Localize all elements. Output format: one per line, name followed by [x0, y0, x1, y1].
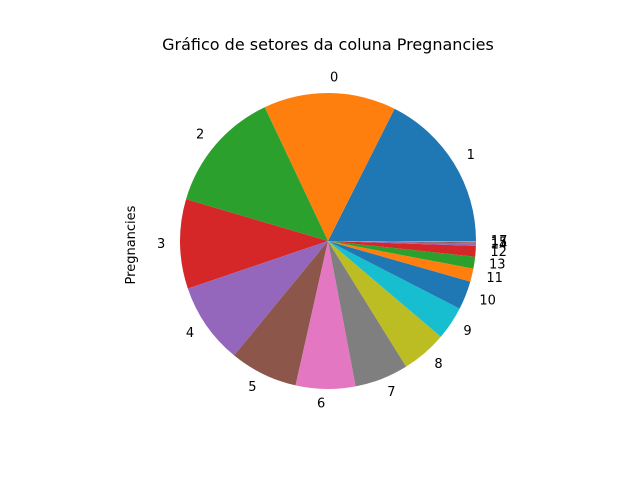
chart-title: Gráfico de setores da coluna Pregnancies	[162, 35, 494, 54]
pie-slice-13	[328, 241, 476, 269]
pie-slice-8	[328, 241, 441, 367]
pie-slice-12	[328, 241, 476, 257]
pie-slice-5	[234, 241, 328, 386]
pie-label-1: 1	[467, 148, 475, 163]
pie-label-5: 5	[248, 380, 256, 395]
pie-label-13: 13	[489, 257, 506, 272]
y-axis-label: Pregnancies	[124, 205, 139, 284]
pie-label-4: 4	[186, 326, 194, 341]
pie-label-15: 15	[491, 236, 508, 251]
pie-slice-15	[328, 241, 476, 244]
pie-label-10: 10	[479, 293, 496, 308]
pie-slice-11	[328, 241, 474, 282]
pie-label-12: 12	[490, 245, 507, 260]
pie-label-0: 0	[330, 71, 338, 86]
pie-label-3: 3	[157, 237, 165, 252]
pie-label-7: 7	[387, 385, 395, 400]
pie-label-14: 14	[491, 238, 508, 253]
pie-slice-3	[180, 199, 328, 289]
pie-label-17: 17	[491, 234, 508, 249]
pie-slice-1	[328, 108, 476, 241]
pie-slice-7	[328, 241, 407, 387]
pie-slice-14	[328, 241, 476, 246]
pie-slice-2	[186, 107, 328, 242]
pie-label-2: 2	[196, 128, 204, 143]
pie-slices	[180, 92, 477, 389]
pie-label-11: 11	[486, 271, 503, 286]
pie-slice-17	[328, 241, 477, 243]
pie-label-9: 9	[463, 324, 471, 339]
pie-label-8: 8	[434, 357, 442, 372]
pie-slice-4	[187, 241, 328, 356]
pie-slice-10	[328, 241, 471, 309]
pie-slice-6	[295, 241, 356, 389]
pie-slice-9	[328, 241, 460, 337]
pie-slice-0	[264, 92, 395, 241]
pie-label-6: 6	[317, 396, 325, 411]
